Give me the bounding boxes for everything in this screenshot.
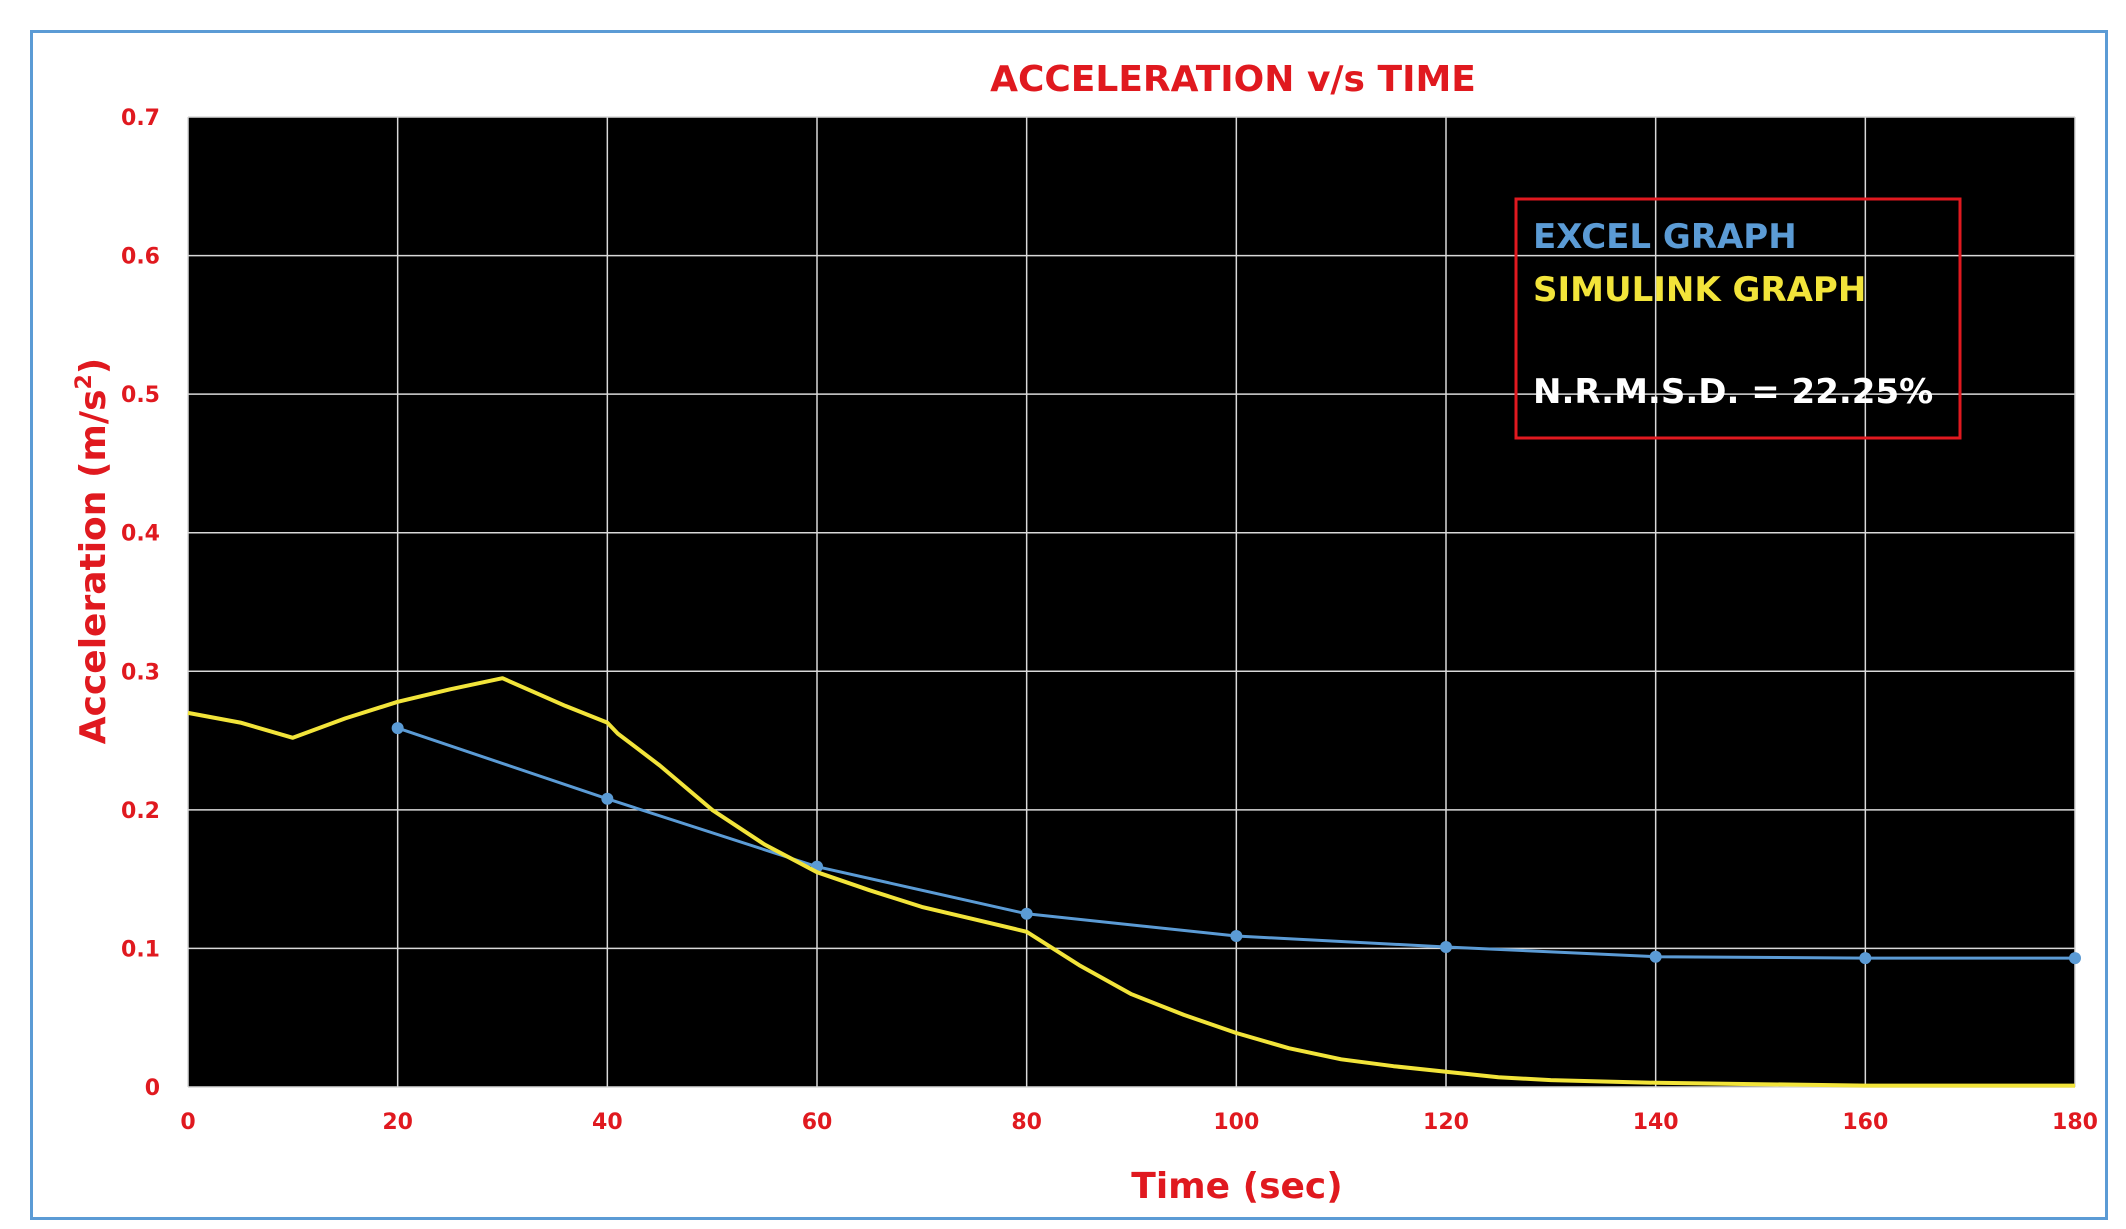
- x-tick-label: 60: [802, 1110, 833, 1135]
- y-tick-label: 0.7: [121, 106, 160, 131]
- y-axis-title: Acceleration (m/s2): [72, 358, 114, 745]
- chart-frame: ACCELERATION v/s TIME 0 20 40 60 80 100 120 140…: [30, 30, 2108, 1220]
- y-tick-label: 0.5: [121, 383, 160, 408]
- x-tick-label: 40: [592, 1110, 623, 1135]
- x-tick-labels: 0 20 40 60 80 100 120 140 160 180: [180, 1110, 2098, 1135]
- nrmsd-annotation: N.R.M.S.D. = 22.25%: [1533, 372, 1933, 412]
- y-tick-label: 0.3: [121, 660, 160, 685]
- y-tick-labels: 0 0.1 0.2 0.3 0.4 0.5 0.6 0.7: [121, 106, 160, 1101]
- plot-area: [188, 117, 2075, 1087]
- x-tick-label: 120: [1423, 1110, 1469, 1135]
- x-axis-title: Time (sec): [1131, 1166, 1342, 1207]
- excel-data-point: [1859, 952, 1872, 965]
- y-tick-label: 0: [145, 1076, 160, 1101]
- legend-entry-excel: EXCEL GRAPH: [1533, 217, 1797, 257]
- excel-data-point: [601, 792, 614, 805]
- excel-data-point: [1649, 950, 1662, 963]
- x-tick-label: 140: [1633, 1110, 1679, 1135]
- x-tick-label: 180: [2052, 1110, 2098, 1135]
- x-tick-label: 160: [1842, 1110, 1888, 1135]
- legend-box: [1514, 197, 1962, 440]
- y-tick-label: 0.6: [121, 245, 160, 270]
- x-tick-label: 80: [1011, 1110, 1042, 1135]
- excel-data-point: [1230, 929, 1243, 942]
- grid-lines: [187, 116, 2076, 1088]
- y-tick-label: 0.4: [121, 522, 160, 547]
- series-line-simulink: [187, 676, 2075, 1088]
- y-axis-title-end: ): [73, 358, 114, 374]
- x-tick-label: 20: [382, 1110, 413, 1135]
- x-tick-label: 0: [180, 1110, 195, 1135]
- legend-entry-simulink: SIMULINK GRAPH: [1533, 270, 1866, 310]
- y-tick-label: 0.1: [121, 937, 160, 962]
- excel-data-point: [1020, 907, 1033, 920]
- chart-svg: ACCELERATION v/s TIME 0 20 40 60 80 100 120 140…: [72, 59, 2098, 1207]
- chart-title: ACCELERATION v/s TIME: [990, 59, 1476, 100]
- y-tick-label: 0.2: [121, 799, 160, 824]
- excel-data-point: [391, 722, 404, 735]
- series-layer: [187, 676, 2081, 1088]
- y-axis-title-base: Acceleration (m/s: [73, 390, 114, 745]
- excel-data-point: [1440, 941, 1452, 954]
- y-axis-title-sup: 2: [72, 374, 97, 389]
- x-tick-label: 100: [1213, 1110, 1259, 1135]
- excel-data-point: [2069, 952, 2081, 965]
